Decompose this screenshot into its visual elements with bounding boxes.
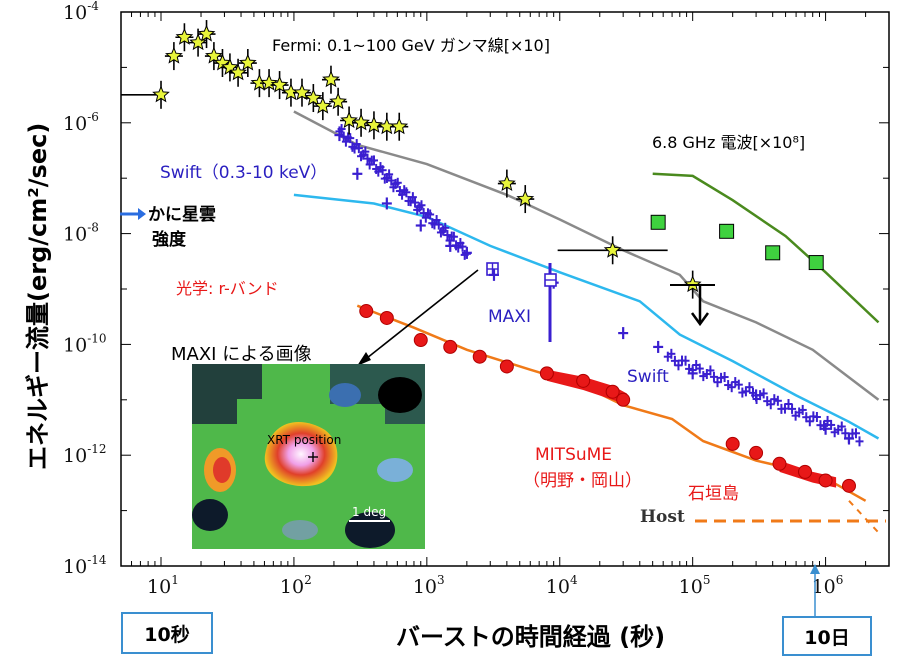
swift-point [820, 422, 831, 435]
y-axis-title: エネルギー流量(erg/cm²/sec) [24, 123, 52, 470]
fermi-point [204, 42, 223, 71]
mitsume-label-line1: MITSuME [535, 445, 612, 465]
optical-point [772, 456, 787, 471]
swift-xrt-label: Swift（0.3-10 keV） [160, 163, 327, 183]
ishigaki-label: 石垣島 [688, 484, 739, 504]
x-axis-title: バーストの時間経過 (秒) [396, 623, 665, 651]
x-tick-label: 103 [413, 573, 445, 598]
x-tick-label: 105 [679, 573, 711, 598]
radio-point [719, 223, 735, 239]
fermi-point [164, 42, 183, 71]
axis-tick-labels: 101 102 103 104 105 106 10-4 10-6 10-8 10-10 10-12… [63, 0, 843, 598]
xrt-position-label: XRT position [267, 433, 341, 447]
optical-point [576, 373, 591, 388]
optical-series [359, 304, 856, 493]
radio-point [765, 245, 781, 261]
fermi-point [121, 80, 170, 109]
fermi-point [557, 236, 668, 265]
optical-model-tail [848, 500, 880, 534]
maxi-markers [486, 262, 557, 342]
fermi-point [270, 71, 289, 100]
fermi-point [175, 23, 194, 52]
fermi-point [238, 49, 257, 78]
optical-label: 光学: r-バンド [176, 279, 279, 298]
optical-point [539, 366, 554, 381]
radio-point [650, 214, 666, 230]
radio-series [650, 214, 824, 271]
maxi-image [192, 364, 425, 549]
swift-point [653, 340, 664, 353]
fermi-series [121, 20, 702, 299]
fermi-point [329, 87, 348, 116]
fermi-point [292, 78, 311, 107]
fermi-point [497, 169, 516, 198]
swift-point [687, 367, 698, 380]
swift-point [843, 432, 854, 445]
fermi-point [364, 111, 383, 140]
y-tick-label: 10-4 [63, 0, 99, 24]
x-tick-label: 104 [546, 573, 578, 598]
host-label: Host [640, 507, 685, 527]
swift-point [618, 327, 629, 340]
optical-point [725, 436, 740, 451]
upper-limit-arrow [670, 284, 715, 327]
fermi-point [229, 58, 248, 87]
swift-late-label: Swift [627, 367, 669, 387]
crab-arrow [120, 208, 146, 220]
x-tick-label: 106 [812, 573, 844, 598]
maxi-image-label: MAXI による画像 [171, 344, 312, 365]
maxi-pointer-arrow [357, 269, 479, 366]
fermi-point [313, 92, 332, 121]
optical-point [359, 304, 374, 319]
crab-label-line1: かに星雲 [148, 205, 216, 225]
radio-label: 6.8 GHz 電波[×10⁸] [652, 133, 805, 152]
optical-point [605, 384, 620, 399]
axis-ticks [120, 11, 890, 567]
time-box-10d: 10日 [782, 616, 872, 656]
y-tick-label: 10-12 [63, 442, 107, 467]
swift-series [334, 129, 854, 445]
fermi-point [390, 112, 409, 141]
optical-point [749, 445, 764, 460]
optical-point [499, 359, 514, 374]
y-tick-label: 10-8 [63, 221, 99, 246]
radio-model-curve [652, 172, 880, 324]
maxi-label: MAXI [488, 307, 531, 327]
x-tick-label: 102 [280, 573, 312, 598]
fermi-label: Fermi: 0.1~100 GeV ガンマ線[×10] [272, 36, 550, 55]
radio-point [808, 255, 824, 271]
swift-point [415, 219, 426, 232]
x-tick-label: 101 [147, 573, 179, 598]
optical-point [818, 473, 833, 488]
y-tick-label: 10-14 [63, 553, 107, 578]
optical-point [472, 349, 487, 364]
scale-bar-label: 1 deg [352, 505, 386, 519]
fermi-point [304, 84, 323, 113]
swift-model-curve [293, 193, 880, 440]
optical-dense-band [546, 369, 837, 488]
ten-days-pointer [810, 564, 820, 618]
optical-point [379, 310, 394, 325]
swift-point [334, 129, 345, 142]
y-tick-label: 10-10 [63, 331, 107, 356]
crab-label-line2: 強度 [152, 229, 187, 250]
swift-point [461, 246, 472, 259]
y-tick-label: 10-6 [63, 110, 99, 135]
optical-point [841, 478, 856, 493]
mitsume-label-line2: （明野・岡山） [523, 471, 642, 491]
optical-point [413, 333, 428, 348]
fermi-point [197, 20, 216, 49]
optical-point [797, 464, 812, 479]
optical-point [443, 339, 458, 354]
time-box-10s: 10秒 [121, 612, 213, 654]
gray-model-curve [293, 110, 880, 401]
fermi-point [321, 65, 340, 94]
swift-point [445, 239, 456, 252]
fermi-point [516, 185, 535, 214]
optical-point [616, 392, 631, 407]
swift-point [751, 389, 762, 402]
swift-point [381, 197, 392, 210]
swift-point [352, 167, 363, 180]
